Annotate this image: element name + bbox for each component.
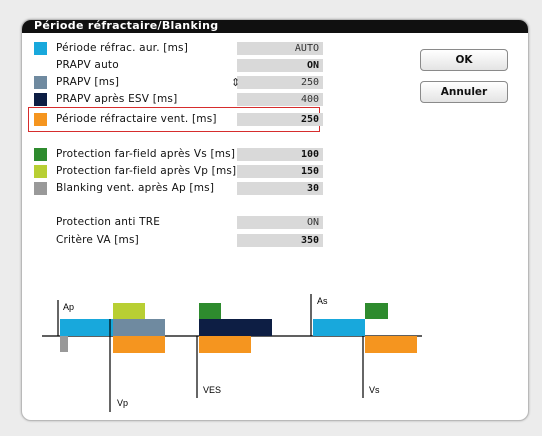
dialog: Période réfractaire/Blanking Période réf… (21, 19, 529, 421)
row-protection-anti-tre: Protection anti TRE ON (34, 216, 324, 229)
prapv-apres-esv-block (199, 319, 272, 336)
up-down-stepper-icon[interactable]: ⇕ (231, 76, 241, 89)
row-value[interactable]: 400 (237, 93, 323, 106)
color-swatch (34, 113, 47, 126)
row-protection-far-field-vs: Protection far-field après Vs [ms] 100 (34, 148, 324, 161)
vp-label: Vp (117, 398, 128, 408)
periode-refractaire-vent-block (113, 336, 165, 353)
blanking-block (60, 336, 68, 352)
row-label: Période réfractaire vent. [ms] (56, 113, 217, 125)
title-bar: Période réfractaire/Blanking (22, 20, 528, 33)
periode-refractaire-vent-block (365, 336, 417, 353)
row-value[interactable]: ON (237, 59, 323, 72)
ap-label: Ap (63, 302, 74, 312)
row-periode-refrac-aur: Période réfrac. aur. [ms] AUTO (34, 42, 324, 55)
timing-diagram: Ap Vp VES As Vs (42, 294, 422, 412)
row-label: PRAPV [ms] (56, 76, 120, 88)
row-critere-va: Critère VA [ms] 350 (34, 234, 324, 247)
color-swatch (34, 182, 47, 195)
row-prapv-auto: PRAPV auto ON (34, 59, 324, 72)
periode-refractaire-vent-block (199, 336, 251, 353)
row-value[interactable]: 250 (237, 76, 323, 89)
row-label: Période réfrac. aur. [ms] (56, 42, 188, 54)
far-field-vp-block (113, 303, 145, 319)
color-swatch (34, 93, 47, 106)
row-label: Protection far-field après Vp [ms] (56, 165, 237, 177)
color-swatch (34, 165, 47, 178)
color-swatch (34, 148, 47, 161)
row-protection-far-field-vp: Protection far-field après Vp [ms] 150 (34, 165, 324, 178)
row-prapv-apres-esv: PRAPV après ESV [ms] 400 (34, 93, 324, 106)
row-label: Protection far-field après Vs [ms] (56, 148, 236, 160)
row-value[interactable]: ON (237, 216, 323, 229)
row-value[interactable]: AUTO (237, 42, 323, 55)
row-value[interactable]: 150 (237, 165, 323, 178)
row-label: PRAPV après ESV [ms] (56, 93, 178, 105)
row-blanking-vent-apres-ap: Blanking vent. après Ap [ms] 30 (34, 182, 324, 195)
row-value[interactable]: 350 (237, 234, 323, 247)
ves-label: VES (203, 385, 221, 395)
row-label: PRAPV auto (56, 59, 119, 71)
window-title: Période réfractaire/Blanking (34, 19, 219, 32)
color-swatch (34, 42, 47, 55)
row-label: Critère VA [ms] (56, 234, 139, 246)
periode-refrac-aur-block (313, 319, 365, 336)
row-value[interactable]: 100 (237, 148, 323, 161)
ok-button[interactable]: OK (420, 49, 508, 71)
row-label: Blanking vent. après Ap [ms] (56, 182, 215, 194)
far-field-vs-block (199, 303, 221, 319)
cancel-button[interactable]: Annuler (420, 81, 508, 103)
color-swatch (34, 76, 47, 89)
far-field-vs-block (365, 303, 388, 319)
vs-label: Vs (369, 385, 380, 395)
row-value[interactable]: 30 (237, 182, 323, 195)
row-prapv: PRAPV [ms] 250 (34, 76, 324, 89)
row-periode-refractaire-vent: Période réfractaire vent. [ms] 250 (34, 113, 324, 126)
periode-refrac-aur-block (60, 319, 113, 336)
as-label: As (317, 296, 328, 306)
row-value[interactable]: 250 (237, 113, 323, 126)
row-label: Protection anti TRE (56, 216, 161, 228)
prapv-block (113, 319, 165, 336)
